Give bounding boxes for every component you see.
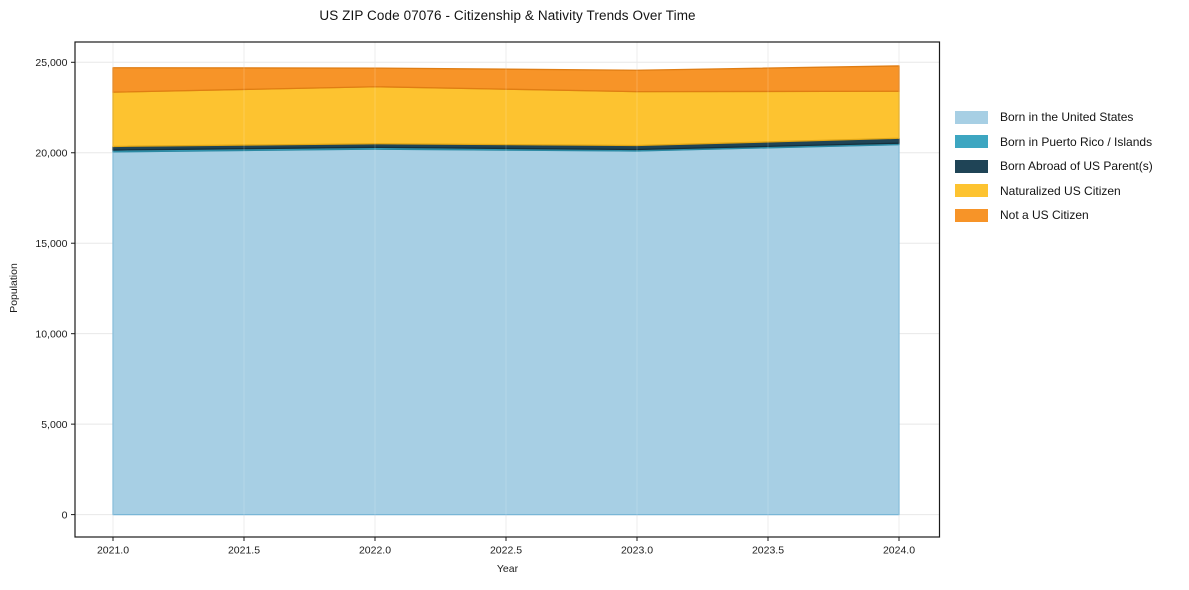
legend-item: Born in Puerto Rico / Islands xyxy=(955,135,1153,149)
x-tick-label: 2023.5 xyxy=(752,545,784,557)
legend-swatch xyxy=(955,135,988,148)
x-tick-label: 2022.0 xyxy=(359,545,391,557)
x-tick-label: 2022.5 xyxy=(490,545,522,557)
x-axis-label: Year xyxy=(496,563,519,575)
y-tick-label: 25,000 xyxy=(35,57,67,69)
area-not-a-us-citizen xyxy=(112,65,900,93)
x-tick-label: 2021.0 xyxy=(97,545,129,557)
legend-swatch xyxy=(955,208,988,222)
legend-label: Born in the United States xyxy=(1000,110,1134,124)
legend-swatch xyxy=(955,184,988,197)
chart-title: US ZIP Code 07076 - Citizenship & Nativi… xyxy=(319,8,696,23)
legend-label: Born in Puerto Rico / Islands xyxy=(1000,134,1153,149)
y-tick-label: 0 xyxy=(62,509,68,521)
x-tick-label: 2024.0 xyxy=(883,545,915,557)
y-tick-label: 20,000 xyxy=(35,147,67,159)
legend-swatch xyxy=(955,159,988,173)
legend-label: Born Abroad of US Parent(s) xyxy=(1000,159,1153,173)
legend-label: Naturalized US Citizen xyxy=(1000,183,1121,198)
legend-item: Born Abroad of US Parent(s) xyxy=(955,159,1153,173)
plot-border xyxy=(74,41,941,538)
y-tick-label: 15,000 xyxy=(35,238,67,250)
legend-label: Not a US Citizen xyxy=(1000,208,1089,222)
y-tick-label: 10,000 xyxy=(35,328,67,340)
legend-item: Not a US Citizen xyxy=(955,208,1153,222)
y-axis-label: Population xyxy=(8,263,20,313)
legend: Born in the United States Born in Puerto … xyxy=(955,110,1153,233)
x-tick-label: 2021.5 xyxy=(228,545,260,557)
y-tick-label: 5,000 xyxy=(41,419,67,431)
x-tick-label: 2023.0 xyxy=(621,545,653,557)
legend-item: Naturalized US Citizen xyxy=(955,184,1153,198)
legend-item: Born in the United States xyxy=(955,110,1153,124)
legend-swatch xyxy=(955,110,988,124)
